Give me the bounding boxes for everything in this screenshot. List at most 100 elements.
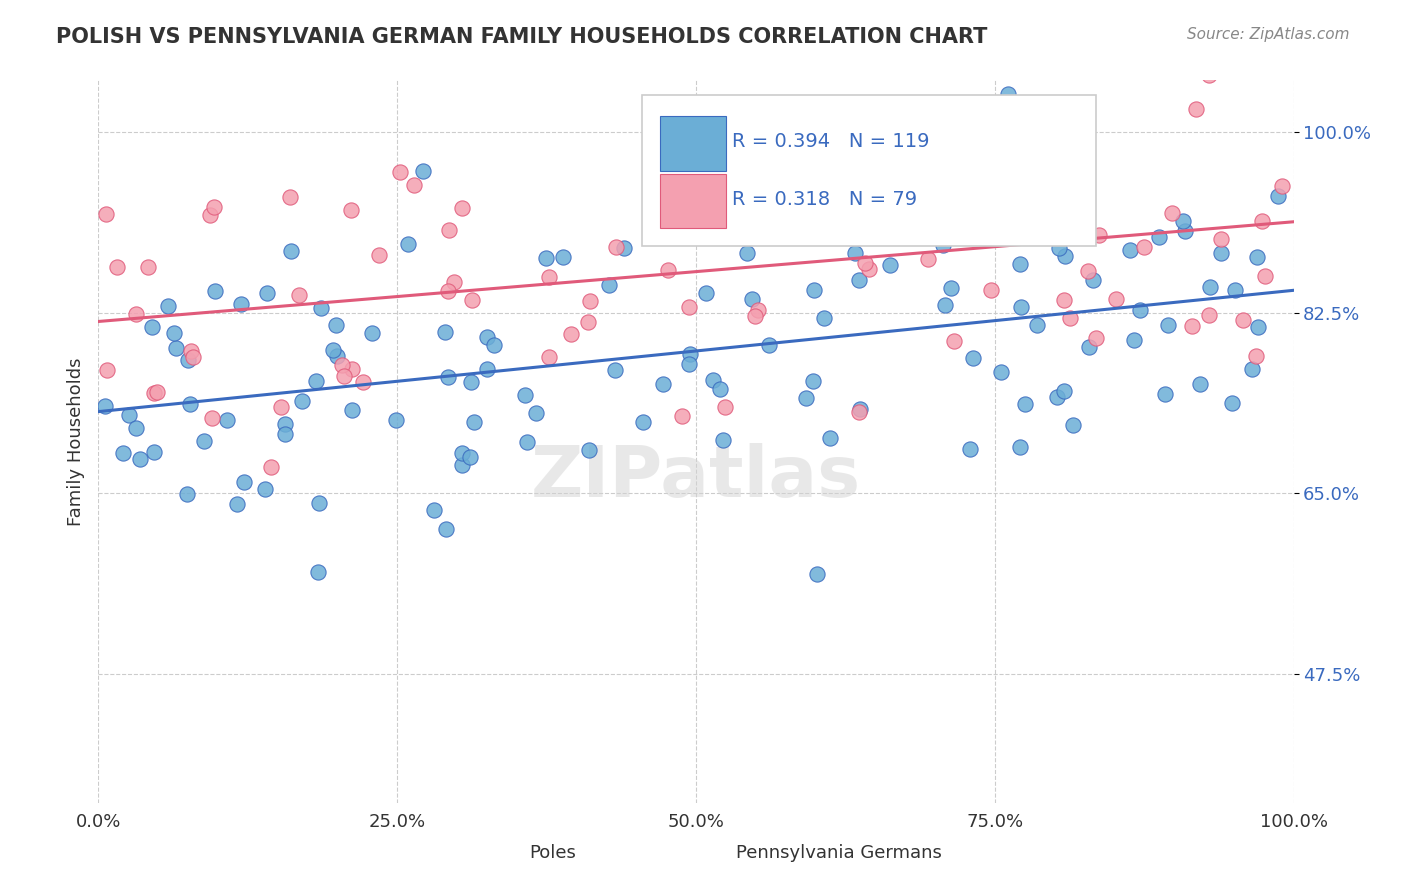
Point [943, 334, 966, 349]
Point [142, 445, 165, 459]
Point [1105, 293, 1128, 307]
Point [1088, 227, 1111, 242]
Point [1119, 243, 1142, 257]
Point [1154, 386, 1177, 401]
Point [94, 399, 117, 413]
Point [143, 385, 166, 400]
Point [111, 446, 134, 460]
Point [939, 281, 962, 295]
Point [176, 487, 198, 501]
Point [451, 458, 474, 472]
Point [1171, 213, 1194, 227]
Point [1010, 257, 1032, 271]
Point [274, 417, 297, 432]
Point [603, 363, 626, 377]
FancyBboxPatch shape [643, 95, 1097, 246]
Point [747, 302, 769, 317]
Point [463, 415, 485, 429]
Point [233, 475, 256, 489]
Point [1063, 130, 1085, 145]
Point [436, 284, 458, 298]
Point [1008, 440, 1031, 454]
Point [1223, 283, 1246, 297]
Point [758, 337, 780, 351]
Point [433, 325, 456, 339]
Point [1025, 318, 1047, 332]
Point [1198, 280, 1220, 294]
Text: R = 0.318   N = 79: R = 0.318 N = 79 [733, 190, 917, 209]
Point [325, 318, 347, 332]
Point [287, 288, 309, 302]
Point [202, 200, 225, 214]
Point [1147, 230, 1170, 244]
Point [605, 240, 627, 254]
Point [305, 374, 328, 388]
Point [96, 363, 118, 377]
Point [1133, 240, 1156, 254]
Point [1085, 330, 1108, 344]
Point [714, 400, 737, 414]
Point [1074, 102, 1097, 116]
Point [1246, 250, 1268, 264]
Point [280, 244, 302, 259]
Text: ZIPatlas: ZIPatlas [531, 443, 860, 512]
Point [990, 366, 1012, 380]
Point [578, 443, 600, 458]
Point [801, 374, 824, 388]
Point [460, 376, 482, 390]
Point [560, 326, 582, 341]
Point [763, 218, 786, 232]
Point [890, 60, 912, 74]
Point [1181, 318, 1204, 333]
Point [436, 369, 458, 384]
Point [180, 343, 202, 358]
Point [402, 178, 425, 192]
Point [437, 223, 460, 237]
Point [256, 286, 278, 301]
Point [1129, 303, 1152, 318]
Point [848, 273, 870, 287]
Text: Source: ZipAtlas.com: Source: ZipAtlas.com [1187, 27, 1350, 42]
Point [368, 248, 391, 262]
Point [326, 349, 349, 363]
Point [1198, 68, 1220, 82]
Point [679, 347, 702, 361]
Point [709, 382, 731, 396]
FancyBboxPatch shape [661, 117, 725, 170]
Point [818, 431, 841, 445]
Point [678, 357, 700, 371]
Point [749, 218, 772, 232]
Point [1077, 264, 1099, 278]
Point [105, 260, 128, 275]
Point [534, 252, 557, 266]
Point [711, 433, 734, 447]
Point [1083, 273, 1105, 287]
Point [141, 319, 163, 334]
Point [1267, 189, 1289, 203]
Point [1076, 110, 1098, 124]
Point [156, 299, 179, 313]
Point [200, 208, 222, 222]
Point [714, 230, 737, 244]
Point [1122, 333, 1144, 347]
Point [259, 460, 281, 475]
Point [980, 283, 1002, 297]
Point [744, 309, 766, 323]
Point [1059, 311, 1081, 326]
Point [274, 426, 297, 441]
Point [917, 252, 939, 267]
Point [1185, 103, 1208, 117]
Point [308, 496, 330, 510]
FancyBboxPatch shape [661, 174, 725, 228]
Text: POLISH VS PENNSYLVANIA GERMAN FAMILY HOUSEHOLDS CORRELATION CHART: POLISH VS PENNSYLVANIA GERMAN FAMILY HOU… [56, 27, 987, 46]
Point [962, 351, 984, 365]
Point [482, 337, 505, 351]
Point [735, 246, 758, 260]
Point [1174, 224, 1197, 238]
Point [1198, 308, 1220, 322]
Point [813, 310, 835, 325]
Point [844, 246, 866, 260]
Point [340, 361, 363, 376]
Point [225, 497, 247, 511]
Point [806, 567, 828, 582]
